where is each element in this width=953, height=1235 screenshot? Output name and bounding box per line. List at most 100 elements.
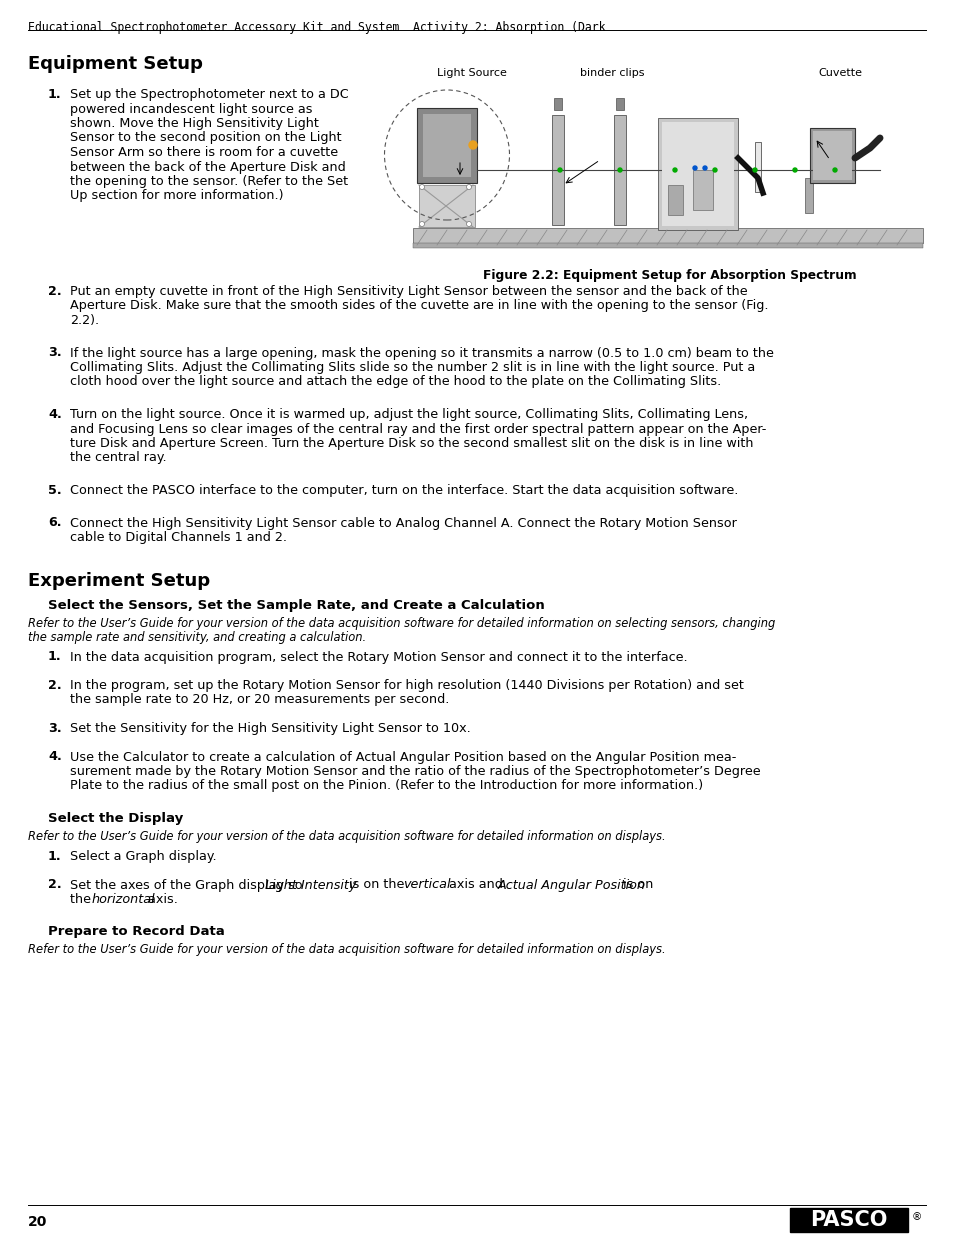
Bar	[667, 185, 682, 215]
Text: between the back of the Aperture Disk and: between the back of the Aperture Disk an…	[70, 161, 345, 173]
Text: In the data acquisition program, select the Rotary Motion Sensor and connect it : In the data acquisition program, select …	[70, 651, 687, 663]
Text: Set up the Spectrophotometer next to a DC: Set up the Spectrophotometer next to a D…	[70, 88, 349, 101]
Text: Turn on the light source. Once it is warmed up, adjust the light source, Collima: Turn on the light source. Once it is war…	[70, 408, 747, 421]
Text: is on: is on	[618, 878, 653, 892]
Text: Up section for more information.): Up section for more information.)	[70, 189, 283, 203]
Text: Light Source: Light Source	[436, 68, 506, 78]
Text: the sample rate and sensitivity, and creating a calculation.: the sample rate and sensitivity, and cre…	[28, 631, 366, 643]
Text: ®: ®	[911, 1212, 922, 1221]
Text: Select the Display: Select the Display	[48, 811, 183, 825]
Bar	[658, 119, 738, 230]
Text: Set the Sensitivity for the High Sensitivity Light Sensor to 10x.: Set the Sensitivity for the High Sensiti…	[70, 722, 470, 735]
Text: cable to Digital Channels 1 and 2.: cable to Digital Channels 1 and 2.	[70, 531, 287, 543]
Text: Refer to the User’s Guide for your version of the data acquisition software for : Refer to the User’s Guide for your versi…	[28, 830, 665, 844]
Text: Figure 2.2: Equipment Setup for Absorption Spectrum: Figure 2.2: Equipment Setup for Absorpti…	[482, 269, 856, 282]
Text: 2.: 2.	[48, 878, 62, 892]
Text: If the light source has a large opening, mask the opening so it transmits a narr: If the light source has a large opening,…	[70, 347, 773, 359]
Text: Connect the High Sensitivity Light Sensor cable to Analog Channel A. Connect the: Connect the High Sensitivity Light Senso…	[70, 516, 736, 530]
Circle shape	[466, 184, 471, 189]
Bar	[405, 80, 934, 254]
Circle shape	[419, 221, 424, 226]
Bar	[809, 128, 854, 183]
Bar	[416, 107, 476, 183]
Circle shape	[832, 168, 836, 172]
Text: 2.2).: 2.2).	[70, 314, 99, 327]
Text: ture Disk and Aperture Screen. Turn the Aperture Disk so the second smallest sli: ture Disk and Aperture Screen. Turn the …	[70, 437, 753, 450]
Text: Refer to the User’s Guide for your version of the data acquisition software for : Refer to the User’s Guide for your versi…	[28, 944, 665, 956]
Text: 3.: 3.	[48, 722, 62, 735]
Circle shape	[419, 184, 424, 189]
Text: Light Intensity: Light Intensity	[265, 878, 356, 892]
Bar	[554, 98, 561, 110]
Text: Equipment Setup: Equipment Setup	[28, 56, 203, 73]
Bar	[552, 115, 563, 225]
Text: 2.: 2.	[48, 679, 62, 692]
Text: cloth hood over the light source and attach the edge of the hood to the plate on: cloth hood over the light source and att…	[70, 375, 720, 389]
Circle shape	[558, 168, 561, 172]
Text: Sensor Arm so there is room for a cuvette: Sensor Arm so there is room for a cuvett…	[70, 146, 337, 159]
Text: axis.: axis.	[144, 893, 177, 906]
Text: the central ray.: the central ray.	[70, 452, 167, 464]
Text: binder clips: binder clips	[579, 68, 644, 78]
Text: Use the Calculator to create a calculation of Actual Angular Position based on t: Use the Calculator to create a calculati…	[70, 751, 736, 763]
Text: Prepare to Record Data: Prepare to Record Data	[48, 925, 225, 939]
Bar	[413, 228, 923, 243]
Bar	[413, 243, 923, 248]
Bar	[661, 122, 733, 226]
Circle shape	[712, 168, 717, 172]
Text: and Focusing Lens so clear images of the central ray and the first order spectra: and Focusing Lens so clear images of the…	[70, 422, 765, 436]
Bar	[418, 185, 475, 227]
Text: the: the	[70, 893, 95, 906]
Text: Select the Sensors, Set the Sample Rate, and Create a Calculation: Select the Sensors, Set the Sample Rate,…	[48, 599, 544, 613]
Text: Put an empty cuvette in front of the High Sensitivity Light Sensor between the s: Put an empty cuvette in front of the Hig…	[70, 285, 747, 298]
Text: the opening to the sensor. (Refer to the Set: the opening to the sensor. (Refer to the…	[70, 175, 348, 188]
Bar	[724, 142, 730, 191]
Circle shape	[752, 168, 757, 172]
Text: the sample rate to 20 Hz, or 20 measurements per second.: the sample rate to 20 Hz, or 20 measurem…	[70, 694, 449, 706]
Text: Educational Spectrophotometer Accessory Kit and System  Activity 2: Absorption (: Educational Spectrophotometer Accessory …	[28, 21, 605, 35]
Text: is on the: is on the	[344, 878, 408, 892]
Bar	[754, 142, 760, 191]
Text: Connect the PASCO interface to the computer, turn on the interface. Start the da: Connect the PASCO interface to the compu…	[70, 484, 738, 496]
Bar	[812, 131, 851, 180]
Text: surement made by the Rotary Motion Sensor and the ratio of the radius of the Spe: surement made by the Rotary Motion Senso…	[70, 764, 760, 778]
Text: Plate to the radius of the small post on the Pinion. (Refer to the Introduction : Plate to the radius of the small post on…	[70, 779, 702, 793]
Text: axis and: axis and	[444, 878, 506, 892]
Circle shape	[692, 165, 697, 170]
Bar	[616, 98, 623, 110]
Text: Aperture Disk. Make sure that the smooth sides of the cuvette are in line with t: Aperture Disk. Make sure that the smooth…	[70, 300, 768, 312]
Circle shape	[618, 168, 621, 172]
Bar	[692, 170, 712, 210]
Text: In the program, set up the Rotary Motion Sensor for high resolution (1440 Divisi: In the program, set up the Rotary Motion…	[70, 679, 743, 692]
Text: 1.: 1.	[48, 850, 62, 863]
Text: 6.: 6.	[48, 516, 61, 530]
Text: 1.: 1.	[48, 88, 62, 101]
Text: Cuvette: Cuvette	[817, 68, 862, 78]
Circle shape	[792, 168, 796, 172]
Text: PASCO: PASCO	[809, 1210, 886, 1230]
Text: shown. Move the High Sensitivity Light: shown. Move the High Sensitivity Light	[70, 117, 318, 130]
Bar	[804, 178, 812, 212]
Text: 1.: 1.	[48, 651, 62, 663]
Bar	[614, 115, 625, 225]
Text: 4.: 4.	[48, 751, 62, 763]
Text: powered incandescent light source as: powered incandescent light source as	[70, 103, 313, 116]
Text: horizontal: horizontal	[91, 893, 154, 906]
Text: Refer to the User’s Guide for your version of the data acquisition software for : Refer to the User’s Guide for your versi…	[28, 618, 775, 631]
Text: Set the axes of the Graph display so: Set the axes of the Graph display so	[70, 878, 306, 892]
Bar	[789, 1208, 907, 1233]
Circle shape	[702, 165, 706, 170]
Circle shape	[672, 168, 677, 172]
Circle shape	[466, 221, 471, 226]
Text: Select a Graph display.: Select a Graph display.	[70, 850, 216, 863]
Text: Sensor to the second position on the Light: Sensor to the second position on the Lig…	[70, 131, 341, 144]
Text: Collimating Slits. Adjust the Collimating Slits slide so the number 2 slit is in: Collimating Slits. Adjust the Collimatin…	[70, 361, 755, 374]
Text: 2.: 2.	[48, 285, 62, 298]
Text: 4.: 4.	[48, 408, 62, 421]
Text: Experiment Setup: Experiment Setup	[28, 572, 210, 589]
Text: vertical: vertical	[402, 878, 450, 892]
Bar	[422, 114, 471, 177]
Circle shape	[469, 141, 476, 149]
Text: 5.: 5.	[48, 484, 62, 496]
Text: 3.: 3.	[48, 347, 62, 359]
